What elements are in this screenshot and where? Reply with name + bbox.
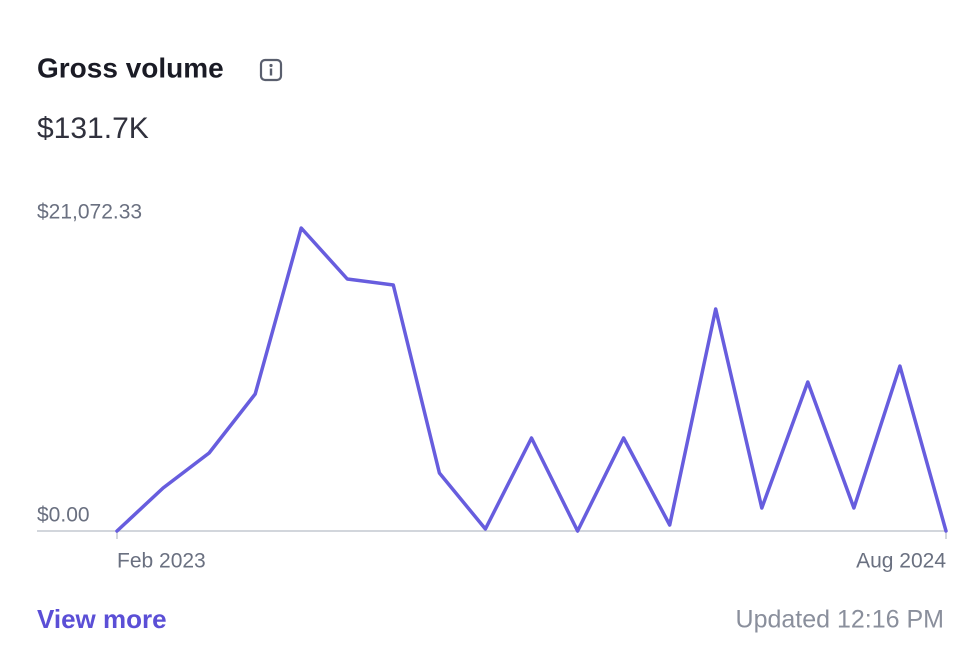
view-more-link[interactable]: View more — [37, 604, 167, 634]
y-tick-label: $21,072.33 — [37, 201, 142, 224]
total-value: $131.7K — [37, 112, 149, 145]
y-tick-label: $0.00 — [37, 504, 90, 527]
line — [115, 226, 948, 533]
chart-title: Gross volume — [37, 52, 224, 83]
info-icon[interactable] — [259, 58, 283, 82]
x-tick-label: Feb 2023 — [117, 550, 206, 573]
updated-time: Updated 12:16 PM — [736, 606, 944, 634]
x-tick-label: Aug 2024 — [856, 550, 946, 573]
plot: $0.00 $21,072.33 Feb 2023 Aug 2024 — [37, 201, 948, 573]
